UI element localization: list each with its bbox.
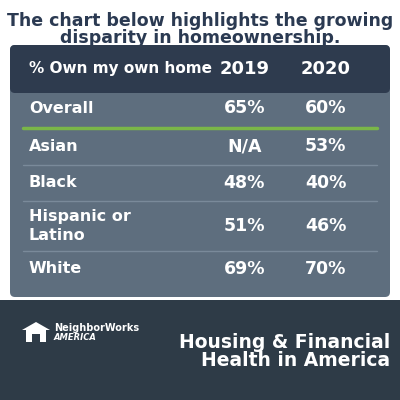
- Text: 46%: 46%: [305, 217, 346, 235]
- Bar: [32, 334, 40, 342]
- FancyBboxPatch shape: [10, 45, 390, 93]
- Text: 48%: 48%: [224, 174, 265, 192]
- Text: Hispanic or
Latino: Hispanic or Latino: [29, 209, 131, 242]
- Text: NeighborWorks: NeighborWorks: [54, 323, 139, 333]
- Text: Asian: Asian: [29, 139, 79, 154]
- Bar: [26, 330, 46, 342]
- Text: The chart below highlights the growing: The chart below highlights the growing: [7, 12, 393, 30]
- Text: 53%: 53%: [305, 137, 346, 155]
- Text: % Own my own home: % Own my own home: [29, 62, 212, 76]
- Text: 69%: 69%: [224, 260, 265, 278]
- Text: 65%: 65%: [224, 99, 265, 117]
- Text: White: White: [29, 261, 82, 276]
- Polygon shape: [22, 322, 50, 330]
- Text: N/A: N/A: [227, 137, 262, 155]
- Text: Housing & Financial: Housing & Financial: [179, 332, 390, 352]
- Text: Black: Black: [29, 175, 78, 190]
- Text: disparity in homeownership.: disparity in homeownership.: [60, 29, 340, 47]
- Text: Overall: Overall: [29, 100, 94, 116]
- Text: 2020: 2020: [301, 60, 351, 78]
- Text: Health in America: Health in America: [201, 350, 390, 370]
- Text: 70%: 70%: [305, 260, 346, 278]
- Text: AMERICA: AMERICA: [54, 334, 97, 342]
- FancyBboxPatch shape: [10, 45, 390, 297]
- Bar: [15, 69, 385, 88]
- Text: 40%: 40%: [305, 174, 346, 192]
- Text: 2019: 2019: [219, 60, 270, 78]
- Text: 60%: 60%: [305, 99, 346, 117]
- Bar: [0, 300, 400, 400]
- Text: 51%: 51%: [224, 217, 265, 235]
